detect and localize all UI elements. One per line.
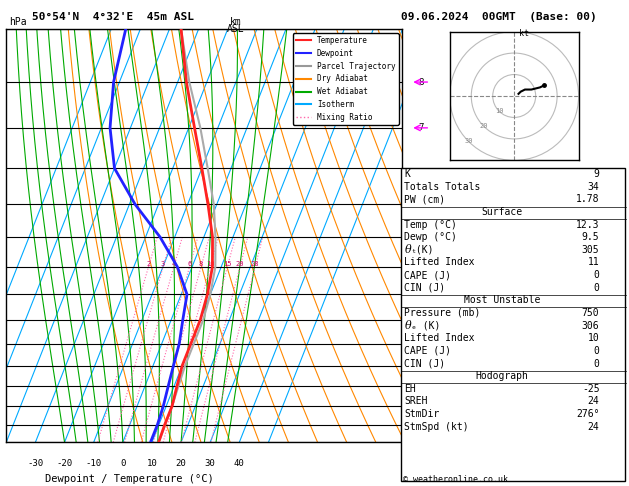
Text: 10: 10 <box>147 459 157 468</box>
Text: θ: θ <box>404 245 411 255</box>
Text: 11: 11 <box>587 258 599 267</box>
Text: 7: 7 <box>418 123 424 132</box>
Text: 4: 4 <box>418 262 424 272</box>
Text: 306: 306 <box>582 321 599 330</box>
Text: CAPE (J): CAPE (J) <box>404 346 452 356</box>
Text: Surface: Surface <box>481 207 523 217</box>
Text: -10: -10 <box>86 459 102 468</box>
Text: 34: 34 <box>587 182 599 191</box>
Text: 4: 4 <box>172 261 176 267</box>
Text: 9: 9 <box>594 169 599 179</box>
Text: ₜ(K): ₜ(K) <box>411 245 434 255</box>
Text: 24: 24 <box>587 422 599 432</box>
Text: 28: 28 <box>251 261 259 267</box>
Text: kt: kt <box>518 29 528 38</box>
Text: Hodograph: Hodograph <box>476 371 528 381</box>
Text: 50°54'N  4°32'E  45m ASL: 50°54'N 4°32'E 45m ASL <box>32 12 194 22</box>
Legend: Temperature, Dewpoint, Parcel Trajectory, Dry Adiabat, Wet Adiabat, Isotherm, Mi: Temperature, Dewpoint, Parcel Trajectory… <box>292 33 399 125</box>
Text: 20: 20 <box>480 123 488 129</box>
Text: Mixing Ratio (g/kg): Mixing Ratio (g/kg) <box>461 185 470 287</box>
Text: θ: θ <box>404 321 411 330</box>
Text: 2: 2 <box>418 361 424 370</box>
Text: 0: 0 <box>594 359 599 368</box>
Text: Lifted Index: Lifted Index <box>404 258 475 267</box>
Text: 40: 40 <box>234 459 245 468</box>
Text: ASL: ASL <box>227 24 245 35</box>
Text: 10: 10 <box>587 333 599 343</box>
Text: CIN (J): CIN (J) <box>404 359 445 368</box>
Text: Totals Totals: Totals Totals <box>404 182 481 191</box>
Text: Dewpoint / Temperature (°C): Dewpoint / Temperature (°C) <box>45 473 213 484</box>
Text: 10: 10 <box>495 108 503 114</box>
Text: 15: 15 <box>223 261 231 267</box>
Text: 1.78: 1.78 <box>576 194 599 204</box>
Text: Lifted Index: Lifted Index <box>404 333 475 343</box>
Text: Most Unstable: Most Unstable <box>464 295 540 305</box>
Text: CIN (J): CIN (J) <box>404 283 445 293</box>
Text: -25: -25 <box>582 384 599 394</box>
Text: 9.5: 9.5 <box>582 232 599 242</box>
Text: 276°: 276° <box>576 409 599 419</box>
Text: Temp (°C): Temp (°C) <box>404 220 457 229</box>
Text: StmSpd (kt): StmSpd (kt) <box>404 422 469 432</box>
Text: Pressure (mb): Pressure (mb) <box>404 308 481 318</box>
Text: 8: 8 <box>199 261 203 267</box>
Text: © weatheronline.co.uk: © weatheronline.co.uk <box>403 474 508 484</box>
Text: 0: 0 <box>594 346 599 356</box>
Text: 750: 750 <box>582 308 599 318</box>
Text: SREH: SREH <box>404 397 428 406</box>
Text: 6: 6 <box>187 261 192 267</box>
Text: 2: 2 <box>147 261 150 267</box>
Text: CAPE (J): CAPE (J) <box>404 270 452 280</box>
Text: 8: 8 <box>418 78 424 87</box>
Text: hPa: hPa <box>9 17 27 27</box>
Text: 09.06.2024  00GMT  (Base: 00): 09.06.2024 00GMT (Base: 00) <box>401 12 597 22</box>
Text: 0: 0 <box>120 459 126 468</box>
Text: 6: 6 <box>418 200 424 209</box>
Text: EH: EH <box>404 384 416 394</box>
Text: 1: 1 <box>418 401 424 411</box>
Text: 10: 10 <box>206 261 214 267</box>
Text: K: K <box>404 169 410 179</box>
Text: LCL: LCL <box>410 422 425 431</box>
Text: 30: 30 <box>465 138 474 144</box>
Text: StmDir: StmDir <box>404 409 440 419</box>
Text: -30: -30 <box>27 459 43 468</box>
Text: 0: 0 <box>594 270 599 280</box>
Text: 0: 0 <box>594 283 599 293</box>
Text: 24: 24 <box>587 397 599 406</box>
Text: -20: -20 <box>57 459 72 468</box>
Text: 3: 3 <box>161 261 165 267</box>
Text: 5: 5 <box>418 233 424 242</box>
Text: 12.3: 12.3 <box>576 220 599 229</box>
Text: Dewp (°C): Dewp (°C) <box>404 232 457 242</box>
Text: km: km <box>230 17 242 27</box>
Text: 305: 305 <box>582 245 599 255</box>
Text: 3: 3 <box>418 315 424 324</box>
Text: 20: 20 <box>236 261 244 267</box>
Text: ₑ (K): ₑ (K) <box>411 321 440 330</box>
Text: 20: 20 <box>175 459 186 468</box>
Text: 30: 30 <box>205 459 216 468</box>
Text: PW (cm): PW (cm) <box>404 194 445 204</box>
